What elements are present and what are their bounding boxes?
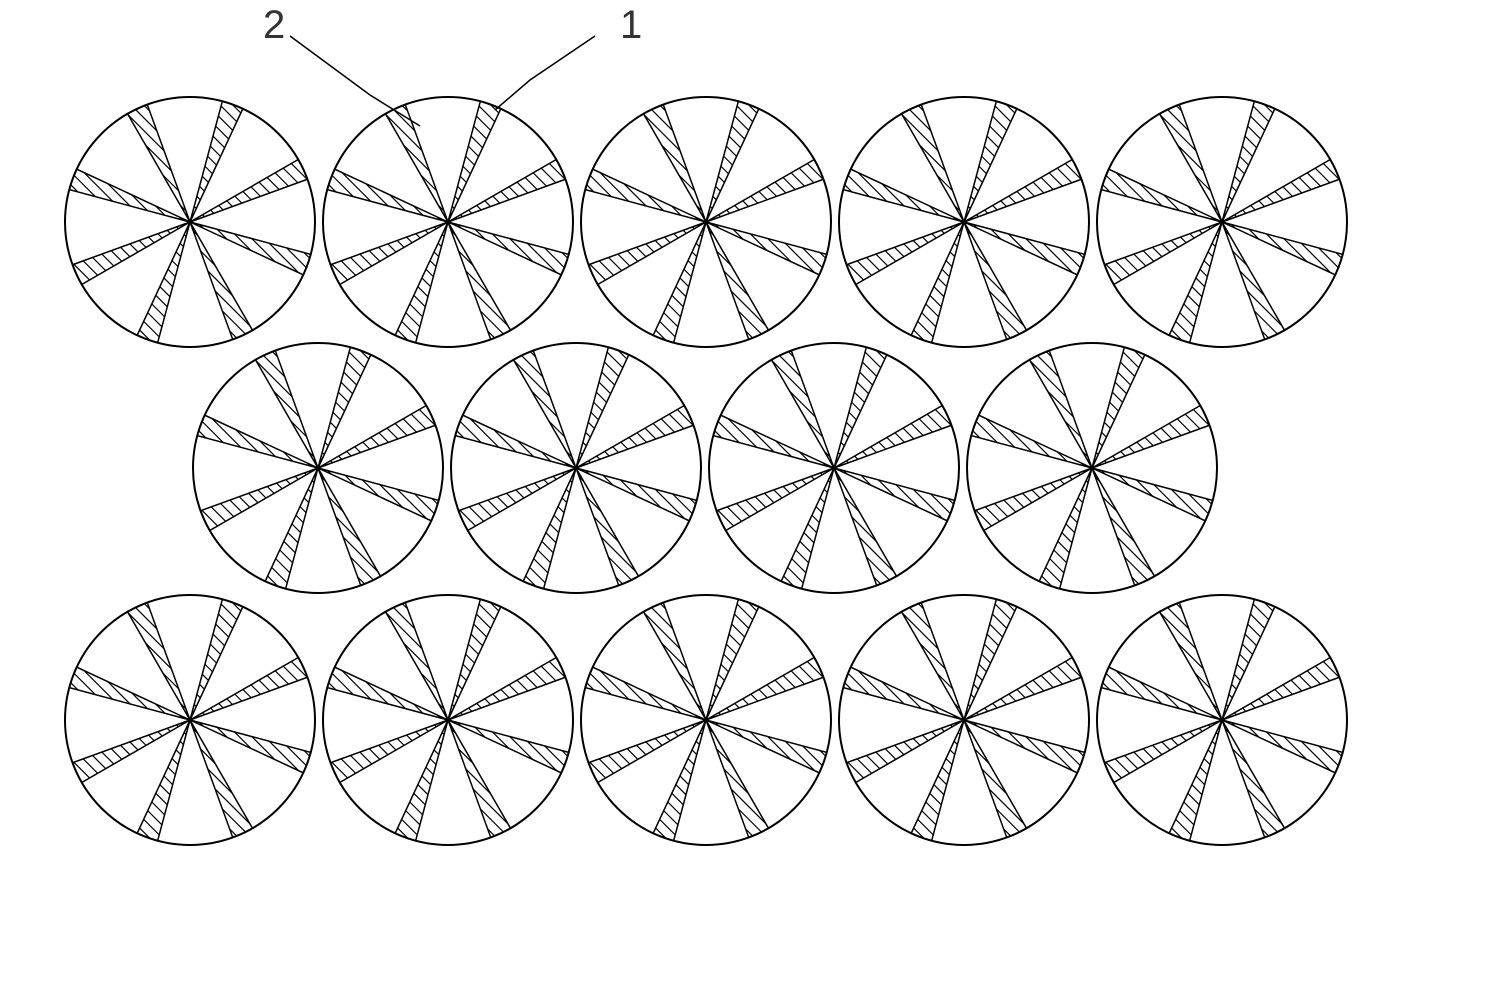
diagram-canvas: 21 — [0, 0, 1490, 986]
callout-label: 2 — [263, 3, 285, 47]
callout-label: 1 — [620, 3, 642, 47]
